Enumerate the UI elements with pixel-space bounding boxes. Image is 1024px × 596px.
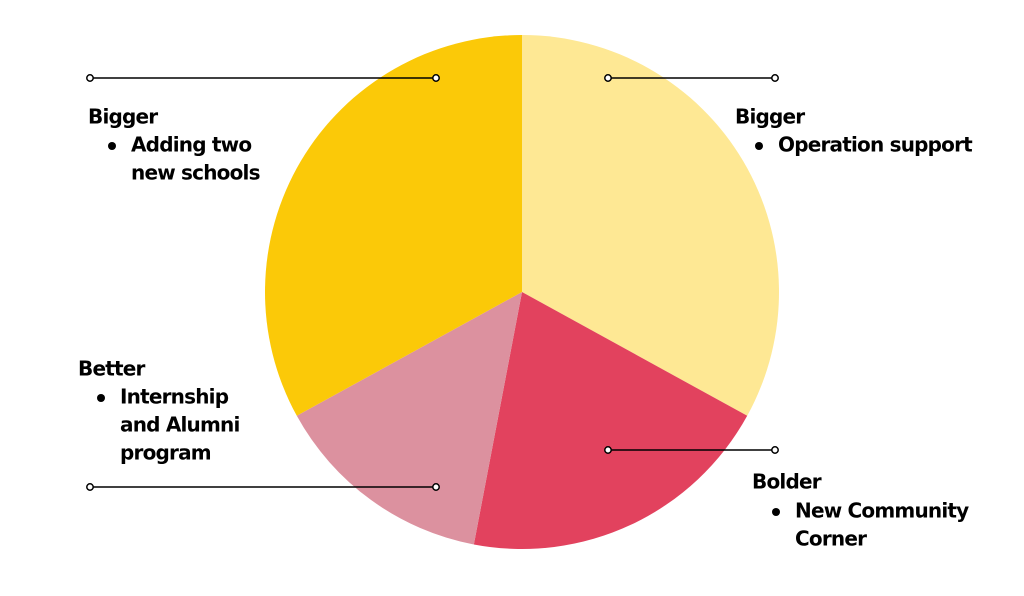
- pie-slice: [296, 292, 522, 545]
- slice-label: Bolder: [752, 470, 822, 494]
- slice-label: Better: [78, 357, 145, 381]
- slice-note: new schools: [131, 161, 260, 185]
- slice-label: Bigger: [88, 105, 158, 129]
- leader-dot: [86, 483, 94, 491]
- slice-note: program: [120, 441, 211, 465]
- bullet: [772, 508, 780, 516]
- slice-label: Bigger: [735, 105, 805, 129]
- leader-dot: [86, 74, 94, 82]
- slice-note: Operation support: [778, 133, 973, 157]
- pie-slice: [265, 35, 522, 416]
- leader-dot: [432, 483, 440, 491]
- slice-note: Internship: [120, 385, 229, 409]
- bullet: [97, 394, 105, 402]
- leader-dot: [771, 446, 779, 454]
- leader-dot: [771, 74, 779, 82]
- slice-note: Corner: [795, 527, 867, 551]
- pie-slice: [522, 35, 779, 416]
- leader-dot: [432, 74, 440, 82]
- leader-dot: [604, 74, 612, 82]
- bullet: [108, 142, 116, 150]
- bullet: [755, 142, 763, 150]
- slice-note: and Alumni: [120, 413, 240, 437]
- slice-note: New Community: [795, 499, 969, 523]
- pie-slice: [473, 292, 748, 549]
- leader-dot: [604, 446, 612, 454]
- slice-note: Adding two: [131, 133, 251, 157]
